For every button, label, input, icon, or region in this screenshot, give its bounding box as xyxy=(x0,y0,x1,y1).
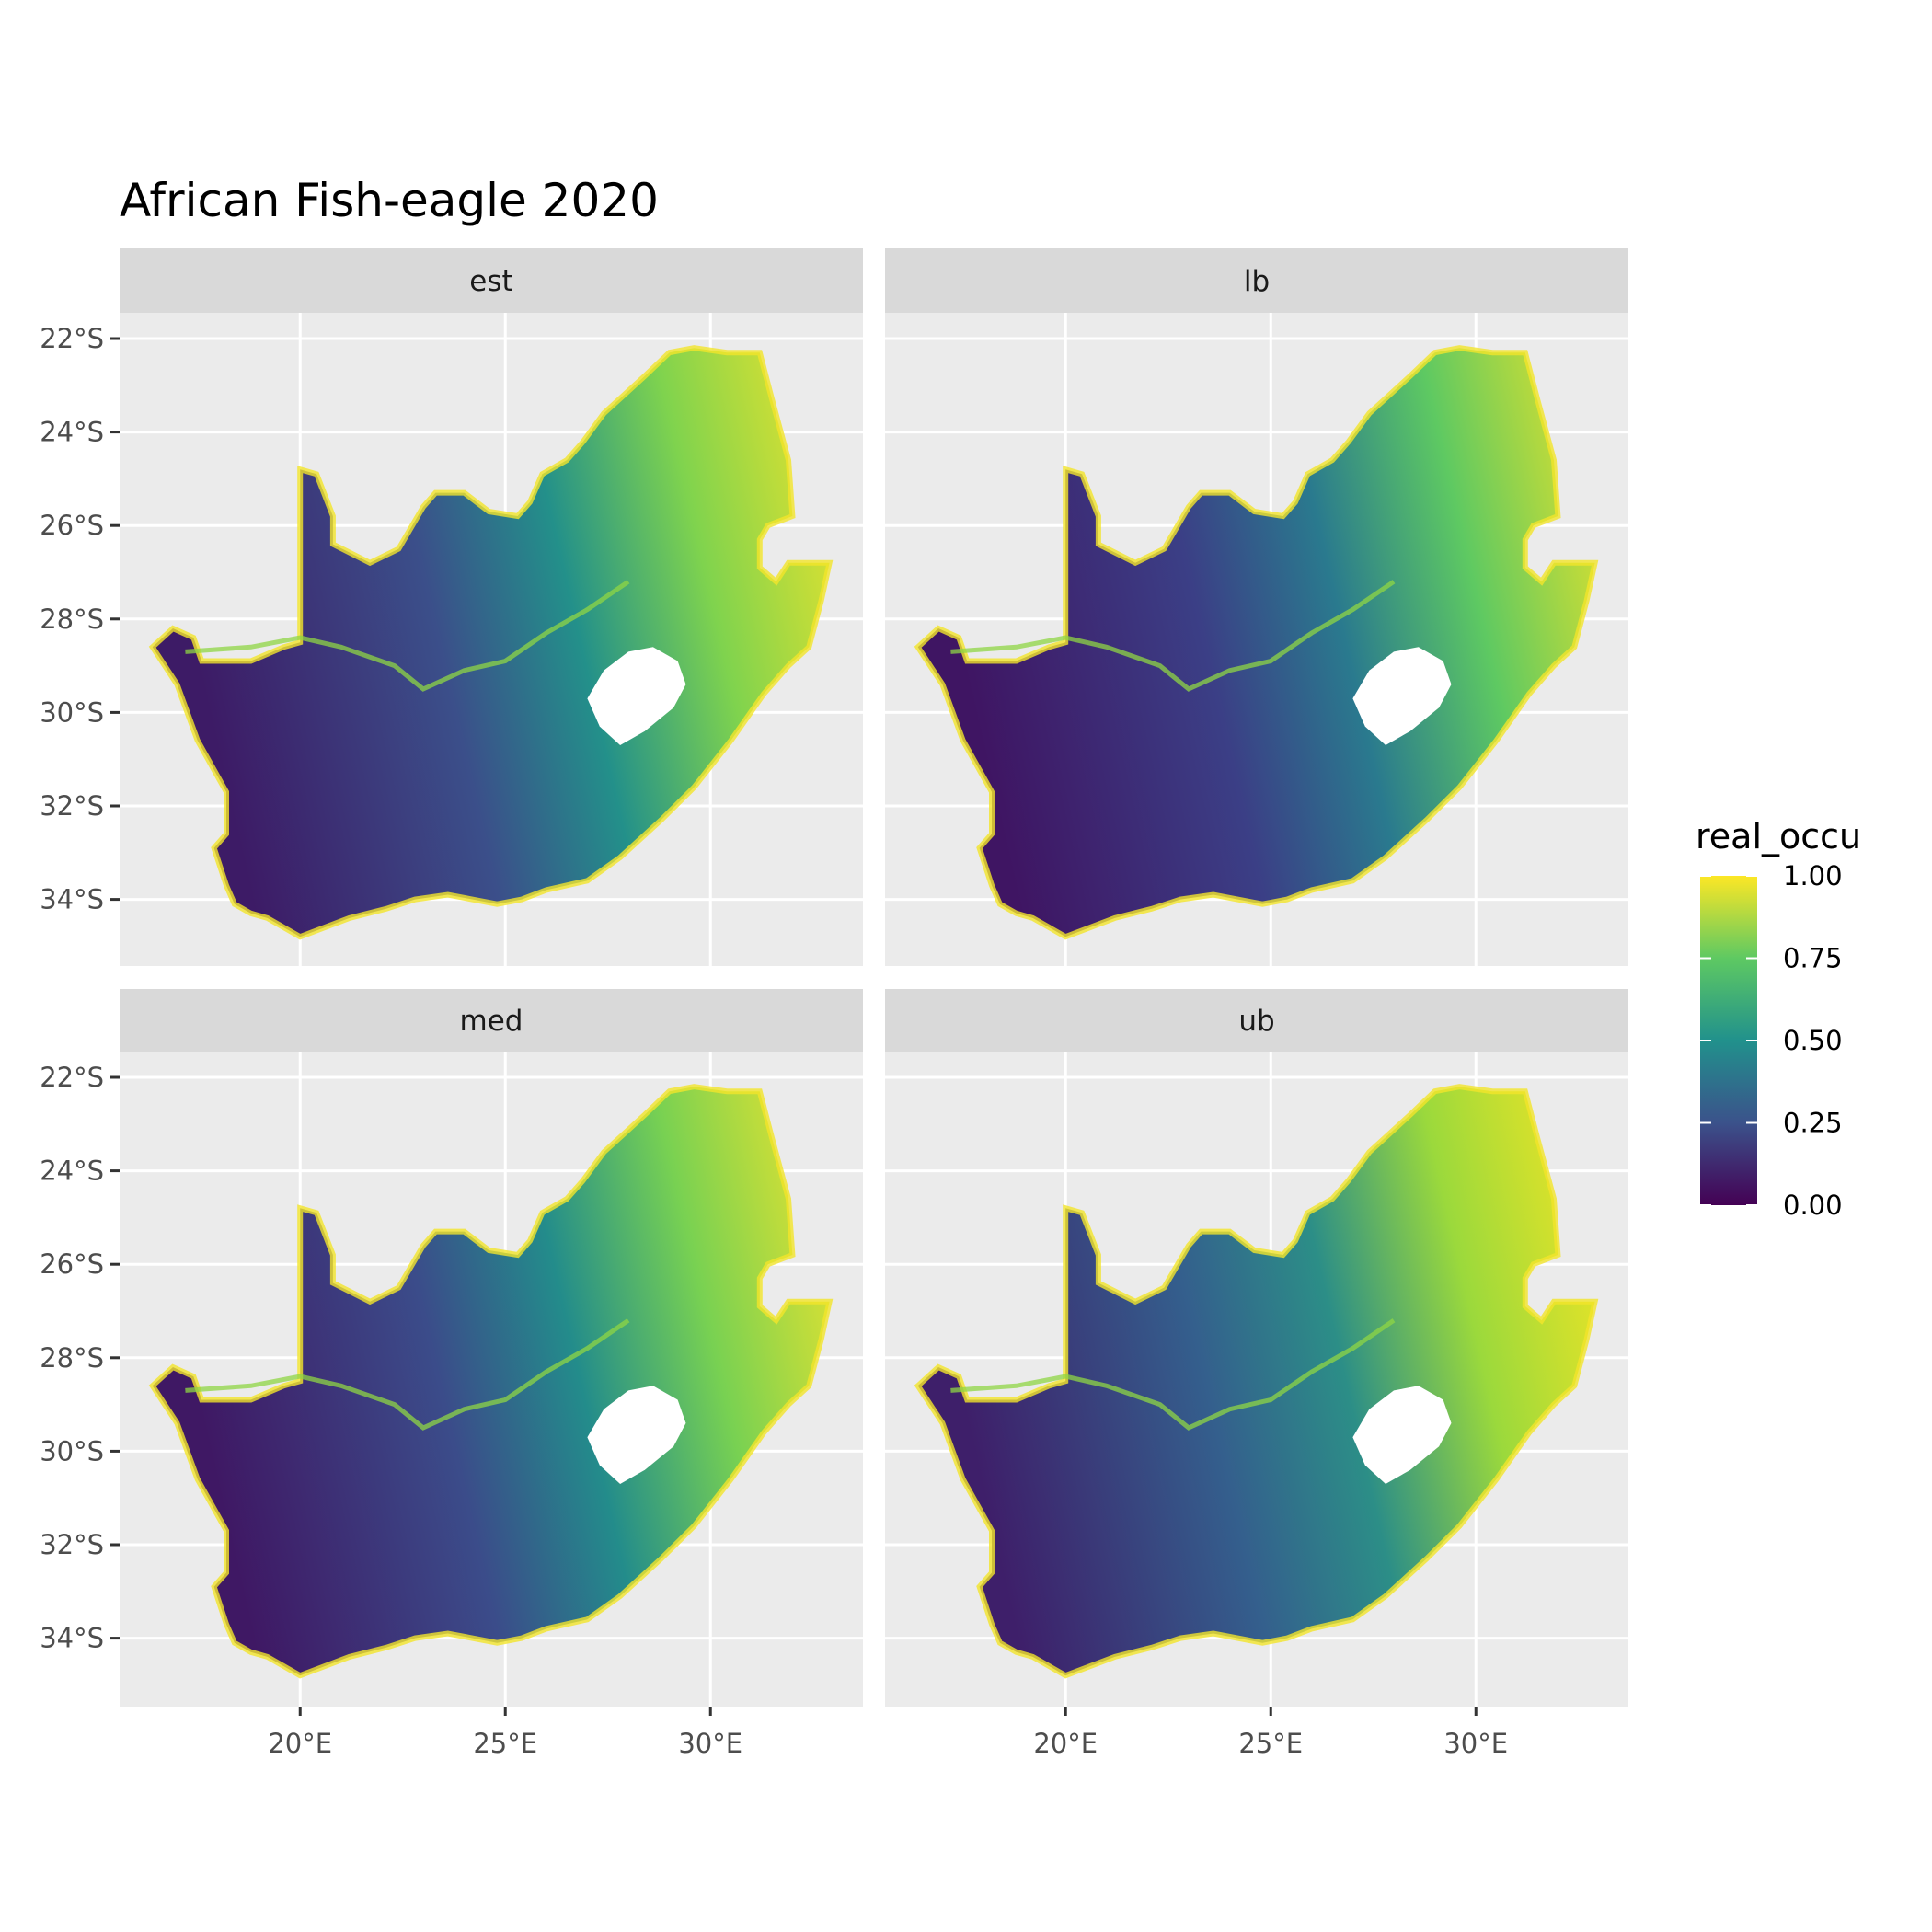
strip-background xyxy=(120,989,863,1052)
x-tick-label: 20°E xyxy=(268,1728,332,1759)
legend-label: 0.00 xyxy=(1783,1190,1843,1221)
facet-panel-est: est xyxy=(120,248,863,966)
lesotho-gap xyxy=(587,1386,686,1484)
coastal-rim xyxy=(914,345,1599,940)
plot-title: African Fish-eagle 2020 xyxy=(120,174,659,227)
x-tick-label: 20°E xyxy=(1033,1728,1098,1759)
y-tick-label: 34°S xyxy=(40,884,104,915)
legend-ticks: 1.00 0.75 0.50 0.25 0.00 xyxy=(1700,860,1843,1221)
y-axes: 22°S 24°S 26°S 28°S 30°S 32°S 34°S 22°S 24°S 26°S… xyxy=(40,323,120,1654)
lesotho-gap xyxy=(1352,647,1452,745)
y-tick-label: 22°S xyxy=(40,1062,104,1093)
river-feature xyxy=(185,1318,630,1431)
y-tick-label: 26°S xyxy=(40,1248,104,1280)
legend-label: 0.75 xyxy=(1783,943,1843,974)
facet-panel-lb: lb xyxy=(885,248,1628,966)
strip-label: med xyxy=(460,1005,523,1038)
x-tick-label: 30°E xyxy=(1443,1728,1508,1759)
occupancy-raster xyxy=(152,348,830,937)
y-tick-label: 34°S xyxy=(40,1623,104,1654)
y-tick-label: 24°S xyxy=(40,1156,104,1187)
facet-panel-med: med xyxy=(120,989,863,1707)
x-tick-label: 25°E xyxy=(1238,1728,1303,1759)
strip-label: est xyxy=(469,265,512,298)
coastal-rim xyxy=(914,1084,1599,1679)
y-tick-label: 30°S xyxy=(40,1435,104,1466)
occupancy-raster xyxy=(917,1087,1595,1676)
facet-panel-ub: ub xyxy=(885,989,1628,1707)
strip-background xyxy=(120,248,863,313)
y-tick-label: 28°S xyxy=(40,1342,104,1374)
y-tick-label: 30°S xyxy=(40,696,104,728)
x-axes: 20°E 25°E 30°E 20°E 25°E 30°E xyxy=(268,1707,1508,1759)
occupancy-raster xyxy=(152,1087,830,1676)
facet-panels: est lb med ub xyxy=(120,248,1628,1707)
legend-label: 0.50 xyxy=(1783,1025,1843,1056)
lesotho-gap xyxy=(1352,1386,1452,1484)
y-tick-label: 32°S xyxy=(40,790,104,822)
coastal-rim xyxy=(148,345,834,940)
occupancy-raster xyxy=(917,348,1595,937)
y-tick-label: 26°S xyxy=(40,510,104,541)
strip-background xyxy=(885,989,1628,1052)
river-feature xyxy=(950,580,1396,692)
legend-label: 0.25 xyxy=(1783,1108,1843,1139)
y-tick-label: 32°S xyxy=(40,1529,104,1560)
legend-label: 1.00 xyxy=(1783,860,1843,891)
x-tick-label: 30°E xyxy=(678,1728,742,1759)
y-tick-label: 22°S xyxy=(40,323,104,354)
river-feature xyxy=(185,580,630,692)
strip-background xyxy=(885,248,1628,313)
strip-label: lb xyxy=(1244,265,1270,298)
y-tick-label: 24°S xyxy=(40,417,104,448)
legend-title: real_occu xyxy=(1696,816,1861,857)
legend: real_occu 1.00 0.75 0.50 0.25 0.00 xyxy=(1696,816,1861,1221)
strip-label: ub xyxy=(1238,1005,1274,1038)
coastal-rim xyxy=(148,1084,834,1679)
x-tick-label: 25°E xyxy=(473,1728,537,1759)
river-feature xyxy=(950,1318,1396,1431)
y-tick-label: 28°S xyxy=(40,604,104,635)
lesotho-gap xyxy=(587,647,686,745)
